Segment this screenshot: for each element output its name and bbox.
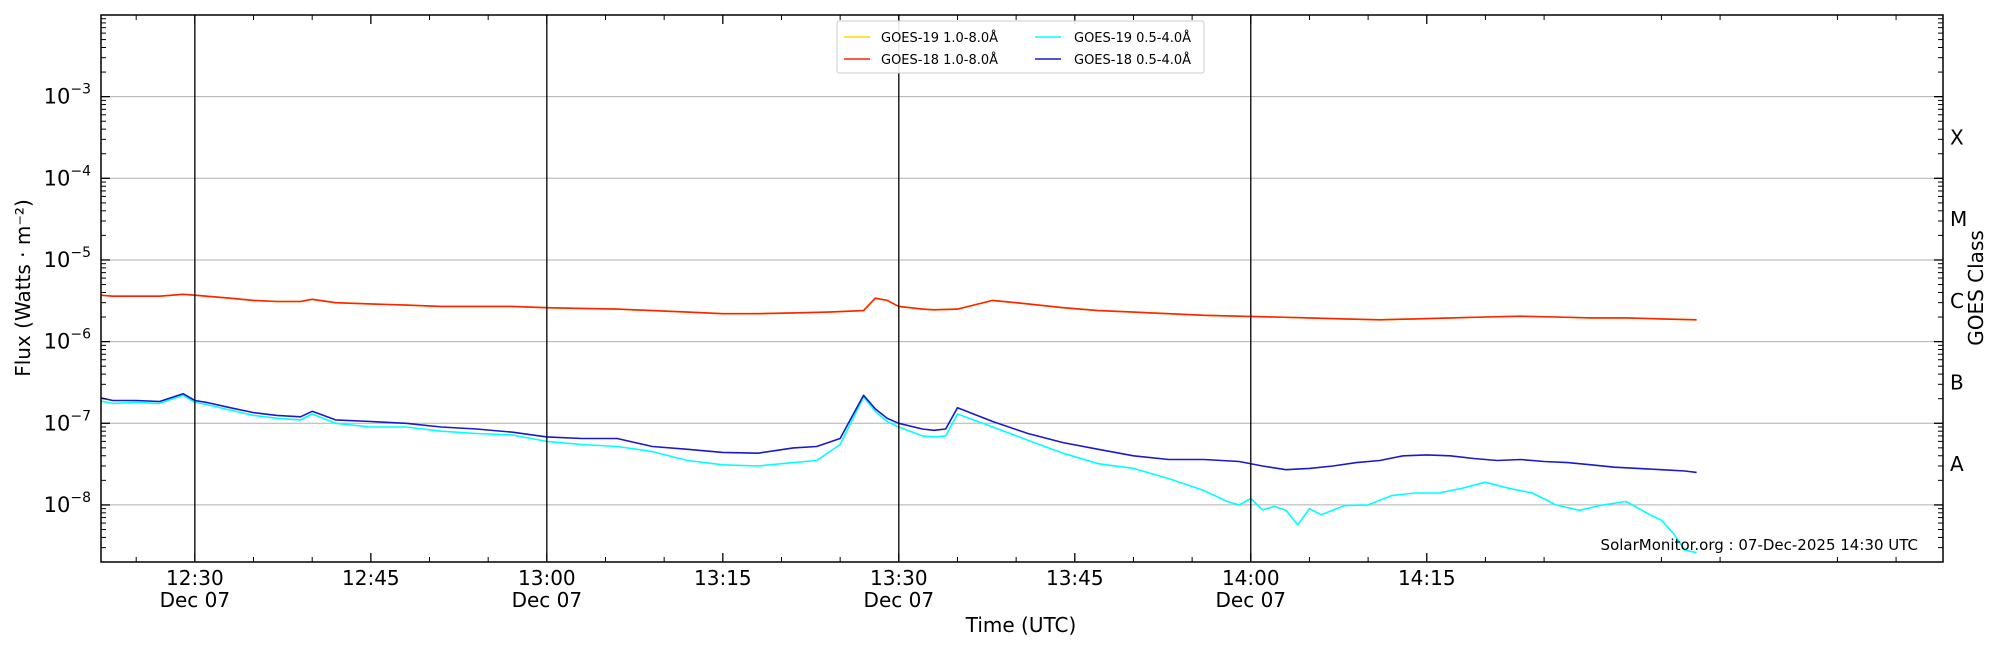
source-annotation: SolarMonitor.org : 07-Dec-2025 14:30 UTC: [1601, 536, 1918, 554]
x-tick-date-label: Dec 07: [160, 588, 231, 612]
goes-class-labels: A B C M X: [1950, 126, 1967, 477]
y-tick-label: 10−5: [44, 245, 91, 272]
x-tick-date-label: Dec 07: [512, 588, 583, 612]
goes-class-c: C: [1950, 289, 1964, 313]
x-tick-label: 13:30: [870, 566, 928, 590]
y-axis-ticks: 10−8 10−7 10−6 10−5 10−4 10−3: [44, 18, 1943, 563]
legend-label-goes19-long: GOES-19 1.0-8.0Å: [881, 30, 998, 46]
y-tick-label: 10−3: [44, 82, 91, 109]
legend-box: [836, 20, 1205, 74]
series-line-2: [101, 394, 1697, 554]
grid-lines: [101, 96, 1943, 506]
series-line-3: [101, 392, 1697, 474]
legend-label-goes18-short: GOES-18 0.5-4.0Å: [1074, 52, 1191, 68]
right-axis-label: GOES Class: [1964, 230, 1988, 346]
legend-label-goes19-short: GOES-19 0.5-4.0Å: [1074, 30, 1191, 46]
x-tick-label: 12:45: [342, 566, 400, 590]
x-axis-label: Time (UTC): [965, 613, 1077, 637]
legend-label-goes18-long: GOES-18 1.0-8.0Å: [881, 52, 998, 68]
x-tick-date-label: Dec 07: [864, 588, 935, 612]
y-tick-label: 10−8: [44, 490, 91, 517]
x-tick-label: 12:30: [166, 566, 224, 590]
x-tick-label: 13:45: [1046, 566, 1104, 590]
y-tick-label: 10−6: [44, 327, 91, 354]
goes-class-b: B: [1950, 370, 1964, 394]
day-marker-lines: [194, 15, 1252, 562]
x-tick-label: 14:00: [1222, 566, 1280, 590]
goes-class-a: A: [1950, 452, 1964, 476]
goes-class-m: M: [1950, 207, 1967, 231]
series-line-1: [101, 293, 1697, 321]
x-tick-label: 14:15: [1398, 566, 1456, 590]
series-line-0: [101, 293, 1697, 321]
y-tick-label: 10−7: [44, 408, 91, 435]
plot-frame: [100, 14, 1944, 563]
goes-class-x: X: [1950, 126, 1964, 150]
x-tick-label: 13:00: [518, 566, 576, 590]
y-tick-label: 10−4: [44, 163, 91, 190]
x-tick-date-label: Dec 07: [1216, 588, 1287, 612]
y-axis-label: Flux (Watts · m⁻²): [11, 199, 35, 377]
legend: GOES-19 1.0-8.0Å GOES-19 0.5-4.0Å GOES-1…: [836, 20, 1205, 74]
x-tick-label: 13:15: [694, 566, 752, 590]
